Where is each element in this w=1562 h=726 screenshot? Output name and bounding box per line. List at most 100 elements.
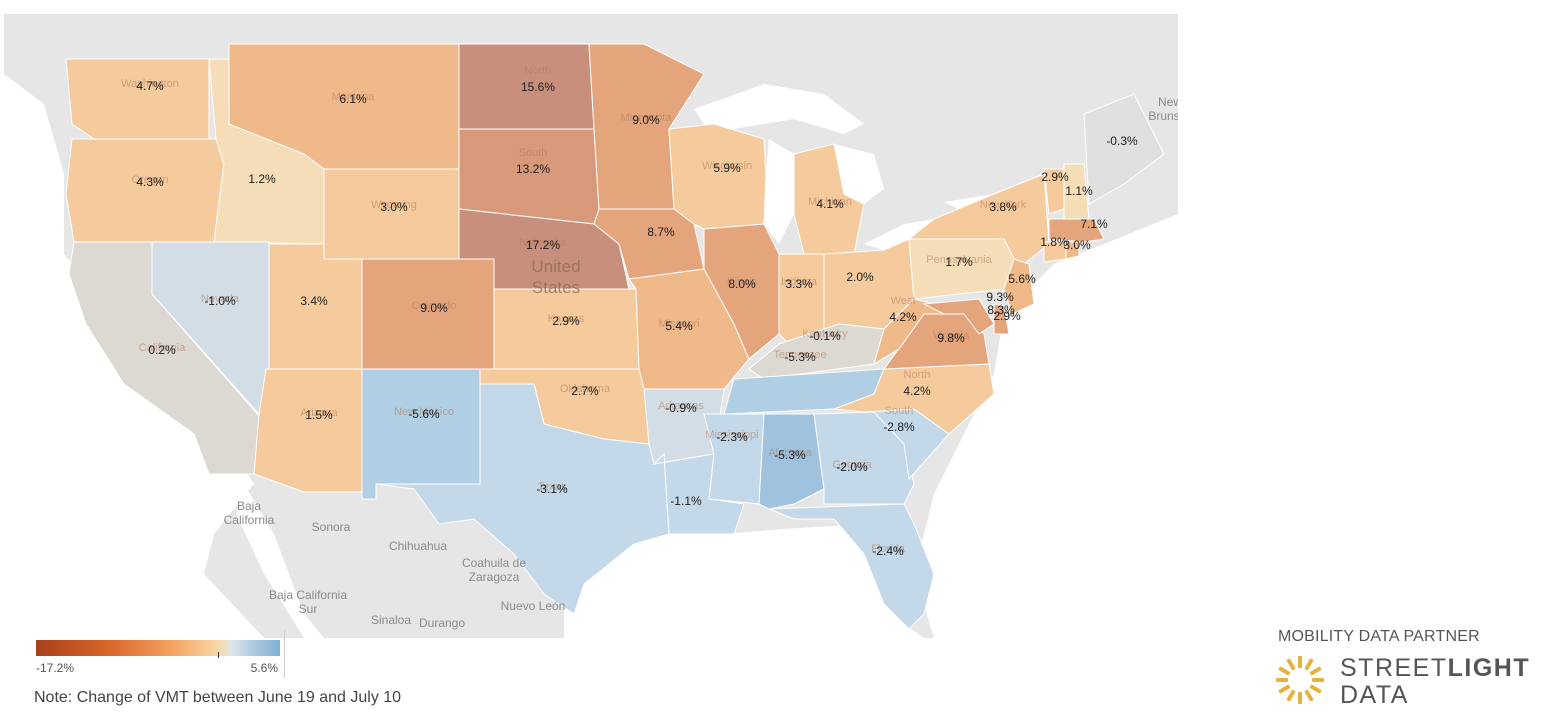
state-name-pa: Pennsylvania bbox=[926, 254, 992, 266]
state-ma[interactable] bbox=[1048, 218, 1105, 243]
state-name-ne: Nebraska bbox=[519, 237, 567, 249]
state-name-labels: Washington Oregon California Nevada Montana W… bbox=[121, 65, 1027, 555]
state-value-fl: -2.4% bbox=[872, 544, 904, 558]
state-name-co: Colorado bbox=[412, 300, 457, 312]
state-me[interactable] bbox=[1083, 93, 1165, 205]
state-ms[interactable] bbox=[703, 413, 765, 505]
state-ri[interactable] bbox=[1065, 241, 1080, 260]
state-value-ar: -0.9% bbox=[665, 401, 697, 415]
state-de[interactable] bbox=[993, 303, 1010, 335]
state-value-nj: 5.6% bbox=[1008, 272, 1036, 286]
state-name-mo: Missouri bbox=[659, 318, 700, 330]
state-value-ia: 8.7% bbox=[647, 225, 675, 239]
state-value-tx: -3.1% bbox=[536, 482, 568, 496]
state-tx[interactable] bbox=[375, 383, 670, 615]
state-value-ny: 3.8% bbox=[989, 200, 1017, 214]
state-value-la: -1.1% bbox=[670, 494, 702, 508]
state-name-ms: Mississippi bbox=[705, 429, 758, 441]
state-wv[interactable] bbox=[873, 298, 946, 366]
state-value-nd: 15.6% bbox=[521, 80, 555, 94]
legend-gradient-bar bbox=[36, 640, 280, 656]
region-label-nuevo-leon: Nuevo León bbox=[501, 599, 566, 613]
state-value-nc: 4.2% bbox=[903, 384, 931, 398]
state-wi[interactable] bbox=[668, 123, 767, 230]
state-value-ms: -2.3% bbox=[716, 430, 748, 444]
state-name-il: Illinois bbox=[727, 276, 758, 288]
partner-heading: MOBILITY DATA PARTNER bbox=[1278, 628, 1480, 645]
lake-superior bbox=[694, 84, 864, 134]
region-label-bcs-1: Baja California bbox=[269, 588, 347, 602]
region-label-coahuila-2: Zaragoza bbox=[469, 570, 520, 584]
state-value-az: 1.5% bbox=[305, 408, 333, 422]
state-value-wi: 5.9% bbox=[713, 161, 741, 175]
state-az[interactable] bbox=[253, 368, 363, 493]
state-name-wa: Washington bbox=[121, 78, 179, 90]
state-value-ne: 17.2% bbox=[526, 238, 560, 252]
color-legend: -17.2% 5.6% bbox=[34, 630, 285, 678]
legend-zero-tick bbox=[218, 652, 219, 658]
state-value-ut: 3.4% bbox=[300, 294, 328, 308]
state-name-fl: Florida bbox=[871, 543, 906, 555]
region-label-coahuila-1: Coahuila de bbox=[462, 556, 526, 570]
state-value-nm: -5.6% bbox=[408, 407, 440, 421]
state-value-mn: 9.0% bbox=[632, 113, 660, 127]
state-value-mt: 6.1% bbox=[339, 92, 367, 106]
state-value-de: 2.9% bbox=[993, 309, 1021, 323]
state-value-oh: 2.0% bbox=[846, 270, 874, 284]
state-name-mn: Minnesota bbox=[621, 112, 673, 124]
state-value-tn: -5.3% bbox=[784, 350, 816, 364]
state-value-ky: -0.1% bbox=[809, 329, 841, 343]
state-value-vt: 2.9% bbox=[1041, 170, 1069, 184]
state-value-ct: 1.8% bbox=[1040, 235, 1068, 249]
brand-bold: LIGHT bbox=[1447, 654, 1531, 682]
state-value-dc: 8.3% bbox=[987, 303, 1015, 317]
state-fl[interactable] bbox=[768, 503, 935, 630]
state-name-in: Indiana bbox=[781, 276, 818, 288]
map[interactable]: Washington Oregon California Nevada Montana W… bbox=[4, 14, 1178, 638]
state-name-wy: Wyoming bbox=[371, 199, 417, 211]
state-name-ks: Kansas bbox=[548, 313, 585, 325]
state-name-az: Arizona bbox=[300, 407, 338, 419]
state-nc[interactable] bbox=[833, 363, 995, 435]
state-value-sc: -2.8% bbox=[883, 420, 915, 434]
state-value-me: -0.3% bbox=[1106, 134, 1138, 148]
country-label-line1: United bbox=[531, 257, 580, 276]
state-name-tn: Tennessee bbox=[773, 349, 826, 361]
region-label-sonora: Sonora bbox=[312, 520, 351, 534]
brand-light: STREET bbox=[1340, 654, 1448, 682]
state-sd[interactable] bbox=[458, 128, 600, 225]
state-nm[interactable] bbox=[361, 368, 481, 500]
state-mi[interactable] bbox=[793, 143, 865, 255]
lake-huron bbox=[834, 144, 884, 204]
region-label-nb-2: Bruns bbox=[1148, 109, 1178, 123]
state-name-sd: South bbox=[519, 147, 548, 159]
state-name-sc: South bbox=[885, 405, 914, 417]
state-name-ok: Oklahoma bbox=[560, 383, 611, 395]
states-layer bbox=[65, 43, 1165, 630]
atlantic-ocean bbox=[914, 214, 1178, 638]
state-ks[interactable] bbox=[493, 288, 640, 370]
state-value-nh: 1.1% bbox=[1065, 184, 1093, 198]
state-il[interactable] bbox=[703, 223, 780, 360]
state-name-nm: New Mexico bbox=[394, 406, 454, 418]
state-or[interactable] bbox=[65, 138, 225, 243]
region-label-chihuahua: Chihuahua bbox=[389, 539, 447, 553]
state-name-mi: Michigan bbox=[808, 196, 852, 208]
state-name-or: Oregon bbox=[132, 174, 169, 186]
state-value-ri: 3.0% bbox=[1063, 238, 1091, 252]
state-nj[interactable] bbox=[1003, 258, 1035, 315]
state-value-co: 9.0% bbox=[420, 301, 448, 315]
region-label-nb-1: New bbox=[1158, 95, 1178, 109]
state-name-ar: Arkansas bbox=[658, 400, 704, 412]
state-value-ca: 0.2% bbox=[148, 343, 176, 357]
state-name-ky: Kentucky bbox=[802, 328, 848, 340]
state-name-nc: North bbox=[904, 369, 931, 381]
streetlight-logo-icon bbox=[1276, 656, 1324, 704]
state-md[interactable] bbox=[922, 298, 995, 335]
state-value-wa: 4.7% bbox=[136, 79, 164, 93]
state-value-nv: -1.0% bbox=[204, 294, 236, 308]
region-label-baja-2: California bbox=[224, 513, 275, 527]
state-value-ma: 7.1% bbox=[1080, 217, 1108, 231]
state-wa[interactable] bbox=[65, 58, 210, 140]
state-name-mt: Montana bbox=[332, 91, 376, 103]
